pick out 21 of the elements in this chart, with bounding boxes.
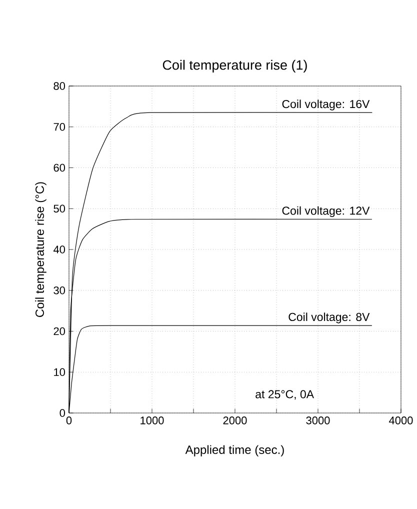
x-tick-label: 2000 xyxy=(223,416,247,424)
y-tick-label: 40 xyxy=(53,246,66,254)
series-label: Coil voltage: 12V xyxy=(282,206,370,218)
y-tick-label: 50 xyxy=(54,204,66,213)
x-axis-title: Applied time (sec.) xyxy=(185,445,284,456)
y-tick-label: 80 xyxy=(54,82,66,90)
y-tick-label: 70 xyxy=(54,123,66,131)
y-tick-label: 10 xyxy=(54,368,66,376)
annotation: at 25°C, 0A xyxy=(256,390,314,400)
series-label: Coil voltage: 16V xyxy=(282,100,370,110)
chart-title: Coil temperature rise (1) xyxy=(162,60,307,72)
y-tick-label: 20 xyxy=(54,327,66,336)
y-tick-label: 60 xyxy=(54,164,66,172)
x-tick-label: 4000 xyxy=(389,416,413,424)
y-axis-title: Coil temperature rise (°C) xyxy=(35,182,46,317)
x-tick-label: 1000 xyxy=(140,416,164,424)
x-tick-label: 0 xyxy=(66,416,72,424)
x-tick-label: 3000 xyxy=(306,416,330,424)
y-tick-label: 0 xyxy=(60,409,66,417)
series-label: Coil voltage: 8V xyxy=(288,312,370,324)
y-tick-label: 30 xyxy=(54,286,66,294)
